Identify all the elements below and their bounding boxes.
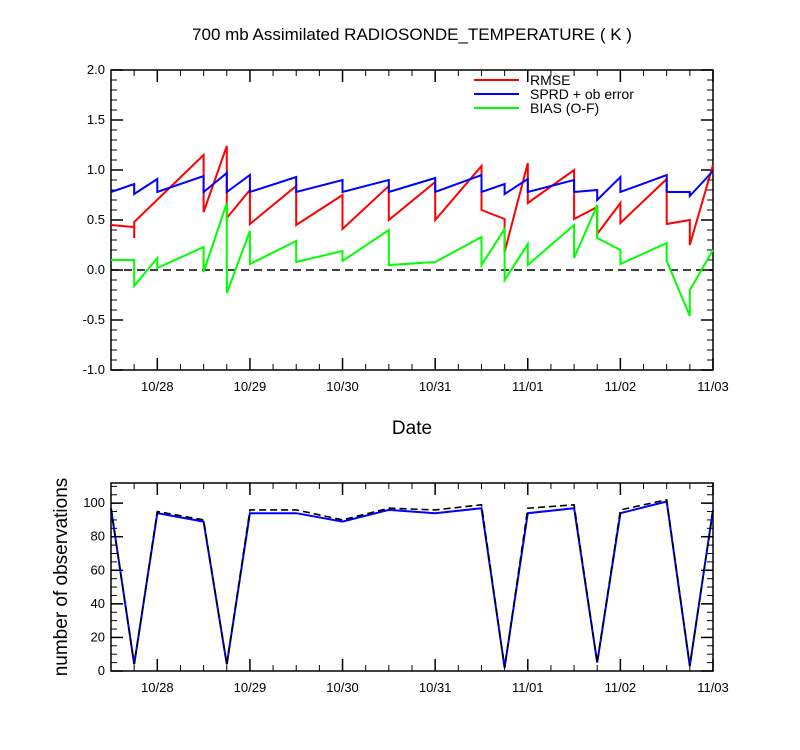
x-tick-label: 10/29: [234, 379, 267, 394]
y-tick-label: 0.5: [87, 212, 105, 227]
x-tick-label: 10/28: [141, 379, 174, 394]
x-tick-label: 11/03: [697, 680, 729, 695]
bottom-panel: 10/28 10/29 10/30 10/31 11/01 11/02 11/03 0 20 40…: [51, 478, 729, 695]
x-tick-label: 10/30: [326, 680, 359, 695]
chart-title: 700 mb Assimilated RADIOSONDE_TEMPERATUR…: [192, 25, 632, 44]
x-tick-label: 11/01: [512, 680, 544, 695]
series-line-2: [111, 202, 714, 317]
y-tick-label: 80: [91, 529, 105, 544]
legend-entry-2: BIAS (O-F): [530, 100, 599, 116]
series-line-0: [110, 500, 714, 668]
x-tick-label: 10/30: [326, 379, 359, 394]
y-tick-label: 0.0: [87, 262, 105, 277]
x-tick-label: 11/02: [605, 680, 637, 695]
y-axis-label: number of observations: [51, 478, 72, 677]
legend-entry-1: SPRD + ob error: [530, 86, 634, 102]
x-axis-label: Date: [392, 418, 432, 439]
legend-entry-0: RMSE: [530, 72, 570, 88]
x-tick-label: 11/01: [512, 379, 544, 394]
x-tick-label: 11/02: [605, 379, 637, 394]
x-tick-label: 10/28: [141, 680, 174, 695]
y-tick-label: 0: [98, 663, 105, 678]
y-tick-label: 40: [91, 596, 105, 611]
x-tick-label: 11/03: [697, 379, 729, 394]
series-line-1: [110, 170, 714, 203]
y-tick-label: 1.0: [87, 162, 105, 177]
y-tick-label: 100: [83, 495, 105, 510]
y-tick-label: 20: [91, 629, 105, 644]
y-tick-label: -1.0: [83, 362, 105, 377]
x-tick-label: 10/31: [419, 680, 452, 695]
x-tick-label: 10/31: [419, 379, 452, 394]
y-tick-label: 60: [91, 562, 105, 577]
x-tick-label: 10/29: [234, 680, 267, 695]
y-tick-label: 1.5: [87, 112, 105, 127]
top-panel: 10/28 10/29 10/30 10/31 11/01 11/02 11/03 -1.0 -…: [83, 62, 729, 439]
y-tick-label: 2.0: [87, 62, 105, 77]
series-line-0: [110, 145, 714, 253]
y-tick-label: -0.5: [83, 312, 105, 327]
series-line-1: [110, 498, 714, 668]
